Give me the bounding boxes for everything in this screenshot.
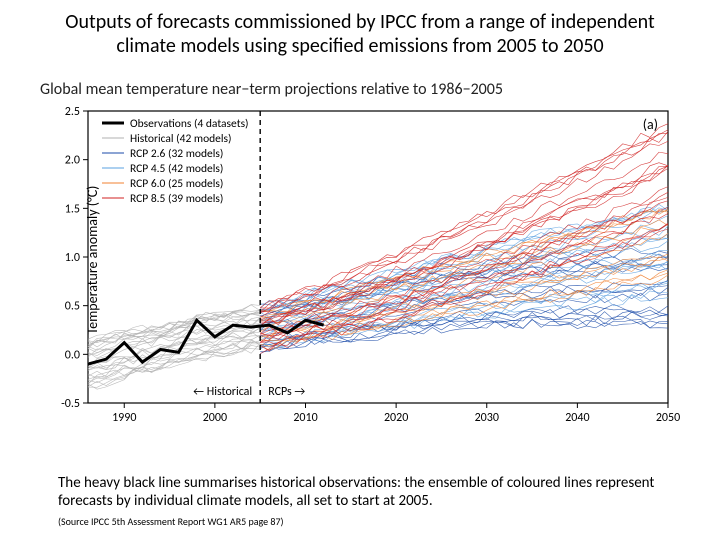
slide-title: Outputs of forecasts commissioned by IPC… [10, 10, 710, 58]
line-chart: 1990 2000 2010 2020 2030 2040 2050 -0.5 0.0 0.5 1.… [40, 103, 680, 433]
svg-text:RCP 8.5 (39 models): RCP 8.5 (39 models) [130, 192, 223, 206]
svg-text:0.0: 0.0 [65, 348, 80, 362]
svg-text:2040: 2040 [565, 411, 589, 425]
y-axis-label: Temperature anomaly (°C) [84, 186, 101, 335]
svg-text:2020: 2020 [384, 411, 408, 425]
svg-text:-0.5: -0.5 [61, 397, 80, 411]
chart-title: Global mean temperature near−term projec… [40, 80, 690, 99]
svg-text:1.0: 1.0 [65, 251, 80, 265]
svg-text:RCP 6.0 (25 models): RCP 6.0 (25 models) [130, 177, 223, 191]
chart-container: Global mean temperature near−term projec… [40, 80, 690, 440]
svg-text:RCP 2.6 (32 models): RCP 2.6 (32 models) [130, 147, 223, 161]
svg-text:(a): (a) [643, 116, 658, 133]
svg-text:2050: 2050 [656, 411, 680, 425]
svg-text:1.5: 1.5 [65, 202, 80, 216]
caption: The heavy black line summarises historic… [58, 474, 690, 510]
title-line-1: Outputs of forecasts commissioned by IPC… [65, 10, 654, 34]
svg-text:2000: 2000 [203, 411, 227, 425]
svg-text:1990: 1990 [112, 411, 136, 425]
title-line-2: climate models using specified emissions… [116, 34, 603, 58]
svg-text:Historical (42 models): Historical (42 models) [130, 132, 232, 146]
svg-text:2030: 2030 [475, 411, 499, 425]
svg-text:0.5: 0.5 [65, 300, 80, 314]
svg-text:RCP 4.5 (42 models): RCP 4.5 (42 models) [130, 162, 223, 176]
svg-text:2.0: 2.0 [65, 154, 80, 168]
svg-text:RCPs →: RCPs → [268, 385, 305, 399]
slide: Outputs of forecasts commissioned by IPC… [0, 0, 720, 540]
source-citation: (Source IPCC 5th Assessment Report WG1 A… [58, 515, 284, 528]
svg-text:← Historical: ← Historical [193, 385, 252, 399]
svg-text:Observations (4 datasets): Observations (4 datasets) [130, 117, 249, 131]
svg-text:2.5: 2.5 [65, 105, 80, 119]
svg-text:2010: 2010 [293, 411, 317, 425]
